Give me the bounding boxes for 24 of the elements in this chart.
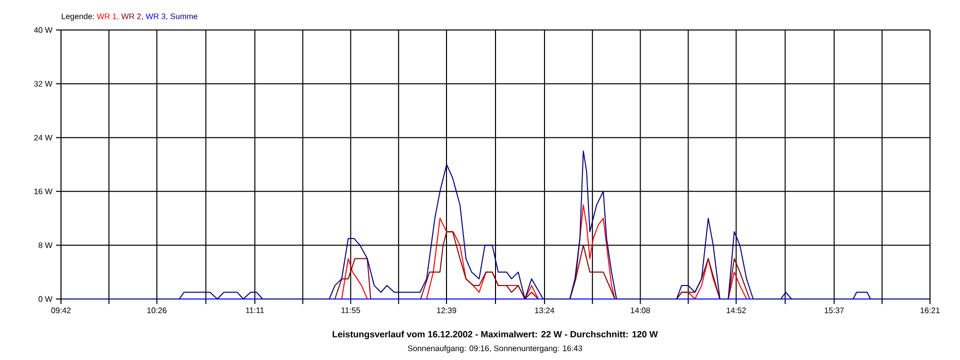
x-tick-label: 14:08 — [630, 308, 650, 314]
x-tick-label: 11:11 — [246, 308, 264, 314]
y-tick-label: 40 W — [34, 27, 52, 33]
text: WR 2, — [121, 13, 143, 20]
legend-title: Legende: — [62, 13, 94, 21]
text: WR 3, — [146, 13, 168, 20]
y-tick-label: 0 W — [38, 296, 52, 302]
x-tick-label: 10:26 — [147, 308, 166, 314]
x-tick-label: 09:42 — [51, 308, 71, 314]
x-tick-label: 11:55 — [342, 308, 360, 314]
y-tick-label: 24 W — [34, 134, 52, 140]
x-tick-label: 16:21 — [920, 308, 940, 314]
text: WR 1, — [96, 14, 118, 20]
x-tick-label: 13:24 — [535, 308, 554, 314]
y-tick-label: 32 W — [34, 80, 52, 87]
text: Sonnenaufgang: 09:16, Sonnenuntergang: 16:43 — [408, 345, 582, 353]
x-tick-label: 14:52 — [726, 308, 746, 314]
y-tick-label: 16 W — [34, 188, 52, 194]
text: Leistungsverlauf vom 16.12.2002 - Maximalwert: 22 W - Durchschnitt: 120 W — [332, 330, 658, 340]
line-series — [60, 150, 931, 300]
x-tick-label: 12:39 — [437, 308, 456, 314]
x-tick-label: 15:37 — [824, 308, 844, 314]
y-tick-label: 8 W — [38, 242, 52, 248]
text: Summe — [170, 13, 198, 20]
